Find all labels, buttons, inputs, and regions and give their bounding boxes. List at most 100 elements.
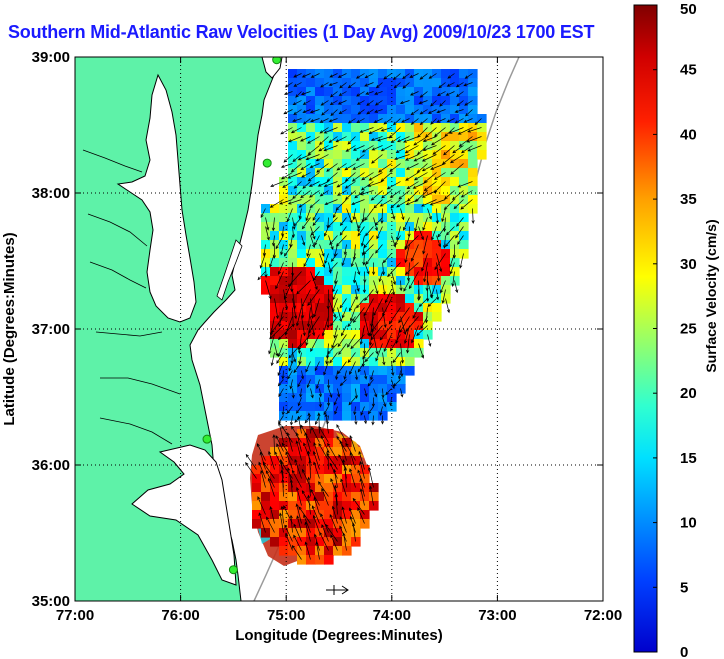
velocity-cell — [396, 375, 406, 385]
velocity-cell — [378, 114, 388, 124]
velocity-cell — [297, 222, 307, 232]
velocity-vector — [412, 181, 428, 189]
velocity-vector — [398, 190, 410, 200]
velocity-cell — [315, 132, 325, 142]
velocity-vector — [347, 334, 356, 348]
velocity-vector — [403, 136, 419, 143]
velocity-vector — [419, 109, 428, 115]
velocity-vector — [262, 461, 275, 479]
velocity-cell — [369, 105, 379, 115]
velocity-vector — [402, 73, 410, 79]
velocity-cell — [450, 114, 460, 124]
velocity-cell — [432, 123, 442, 133]
velocity-vector — [371, 262, 376, 276]
velocity-vector — [440, 280, 446, 294]
velocity-cell — [279, 465, 289, 475]
velocity-vector — [391, 379, 395, 390]
velocity-vector — [318, 443, 329, 461]
velocity-vector — [345, 190, 356, 200]
velocity-vector — [373, 334, 379, 355]
velocity-vector — [323, 145, 338, 152]
velocity-vector — [315, 541, 320, 560]
velocity-vector — [329, 262, 338, 272]
velocity-vector — [344, 181, 356, 189]
velocity-vector — [421, 253, 428, 272]
velocity-cell — [441, 123, 451, 133]
velocity-vector — [289, 479, 293, 497]
velocity-cell — [288, 492, 298, 502]
velocity-vector — [281, 172, 293, 180]
velocity-cell — [342, 375, 352, 385]
velocity-cell — [324, 528, 334, 538]
velocity-cell — [378, 141, 388, 151]
velocity-vector — [420, 316, 428, 330]
velocity-cell — [387, 366, 397, 376]
velocity-cell — [306, 438, 316, 448]
velocity-vector — [281, 370, 285, 380]
velocity-cell — [342, 141, 352, 151]
velocity-cell — [315, 411, 325, 421]
velocity-cell — [306, 330, 316, 340]
velocity-cell — [279, 474, 289, 484]
velocity-vector — [329, 235, 338, 246]
velocity-vector — [293, 217, 302, 227]
velocity-vector — [357, 507, 365, 524]
velocity-cell — [396, 213, 406, 223]
velocity-cell — [306, 555, 316, 565]
velocity-cell — [405, 186, 415, 196]
velocity-vector — [300, 298, 305, 319]
velocity-vector — [347, 82, 356, 89]
velocity-cell — [288, 123, 298, 133]
velocity-cell — [378, 312, 388, 322]
velocity-cell — [405, 123, 415, 133]
velocity-cell — [315, 330, 325, 340]
velocity-cell — [459, 69, 469, 79]
velocity-cell — [342, 78, 352, 88]
velocity-cell — [279, 546, 289, 556]
velocity-vector — [382, 298, 392, 317]
velocity-cell — [459, 105, 469, 115]
velocity-cell — [333, 465, 343, 475]
velocity-vector — [310, 488, 320, 506]
velocity-cell — [432, 186, 442, 196]
velocity-vector — [368, 172, 383, 181]
velocity-vector — [277, 325, 293, 341]
velocity-vector — [382, 352, 386, 366]
velocity-cell — [351, 303, 361, 313]
velocity-vector — [293, 523, 302, 542]
velocity-vector — [355, 298, 365, 309]
x-axis-label: Longitude (Degrees:Minutes) — [235, 627, 443, 644]
velocity-vector — [334, 493, 338, 515]
velocity-cell — [414, 186, 424, 196]
velocity-cell — [378, 105, 388, 115]
velocity-cell — [396, 240, 406, 250]
velocity-cell — [441, 222, 451, 232]
velocity-cell — [342, 258, 352, 268]
velocity-cell — [342, 150, 352, 160]
velocity-vector — [368, 127, 383, 135]
velocity-cell — [414, 195, 424, 205]
velocity-cell — [423, 321, 433, 331]
velocity-vector — [447, 73, 455, 79]
velocity-cell — [324, 87, 334, 97]
velocity-vector — [286, 432, 293, 452]
velocity-vector — [330, 534, 338, 551]
velocity-cell — [423, 186, 433, 196]
velocity-vector — [466, 136, 482, 143]
velocity-cell — [459, 213, 469, 223]
velocity-vector — [321, 109, 329, 116]
velocity-vector — [292, 190, 302, 200]
velocity-cell — [315, 96, 325, 106]
velocity-vector — [335, 370, 339, 381]
velocity-vector — [277, 343, 284, 358]
colorbar-tick-label: 25 — [680, 321, 697, 338]
velocity-cell — [342, 276, 352, 286]
velocity-vector — [302, 109, 311, 114]
velocity-cell — [288, 330, 298, 340]
velocity-cell — [351, 528, 361, 538]
velocity-cell — [387, 339, 397, 349]
velocity-cell — [333, 276, 343, 286]
velocity-cell — [333, 501, 343, 511]
velocity-vector — [356, 91, 365, 97]
velocity-cell — [351, 222, 361, 232]
